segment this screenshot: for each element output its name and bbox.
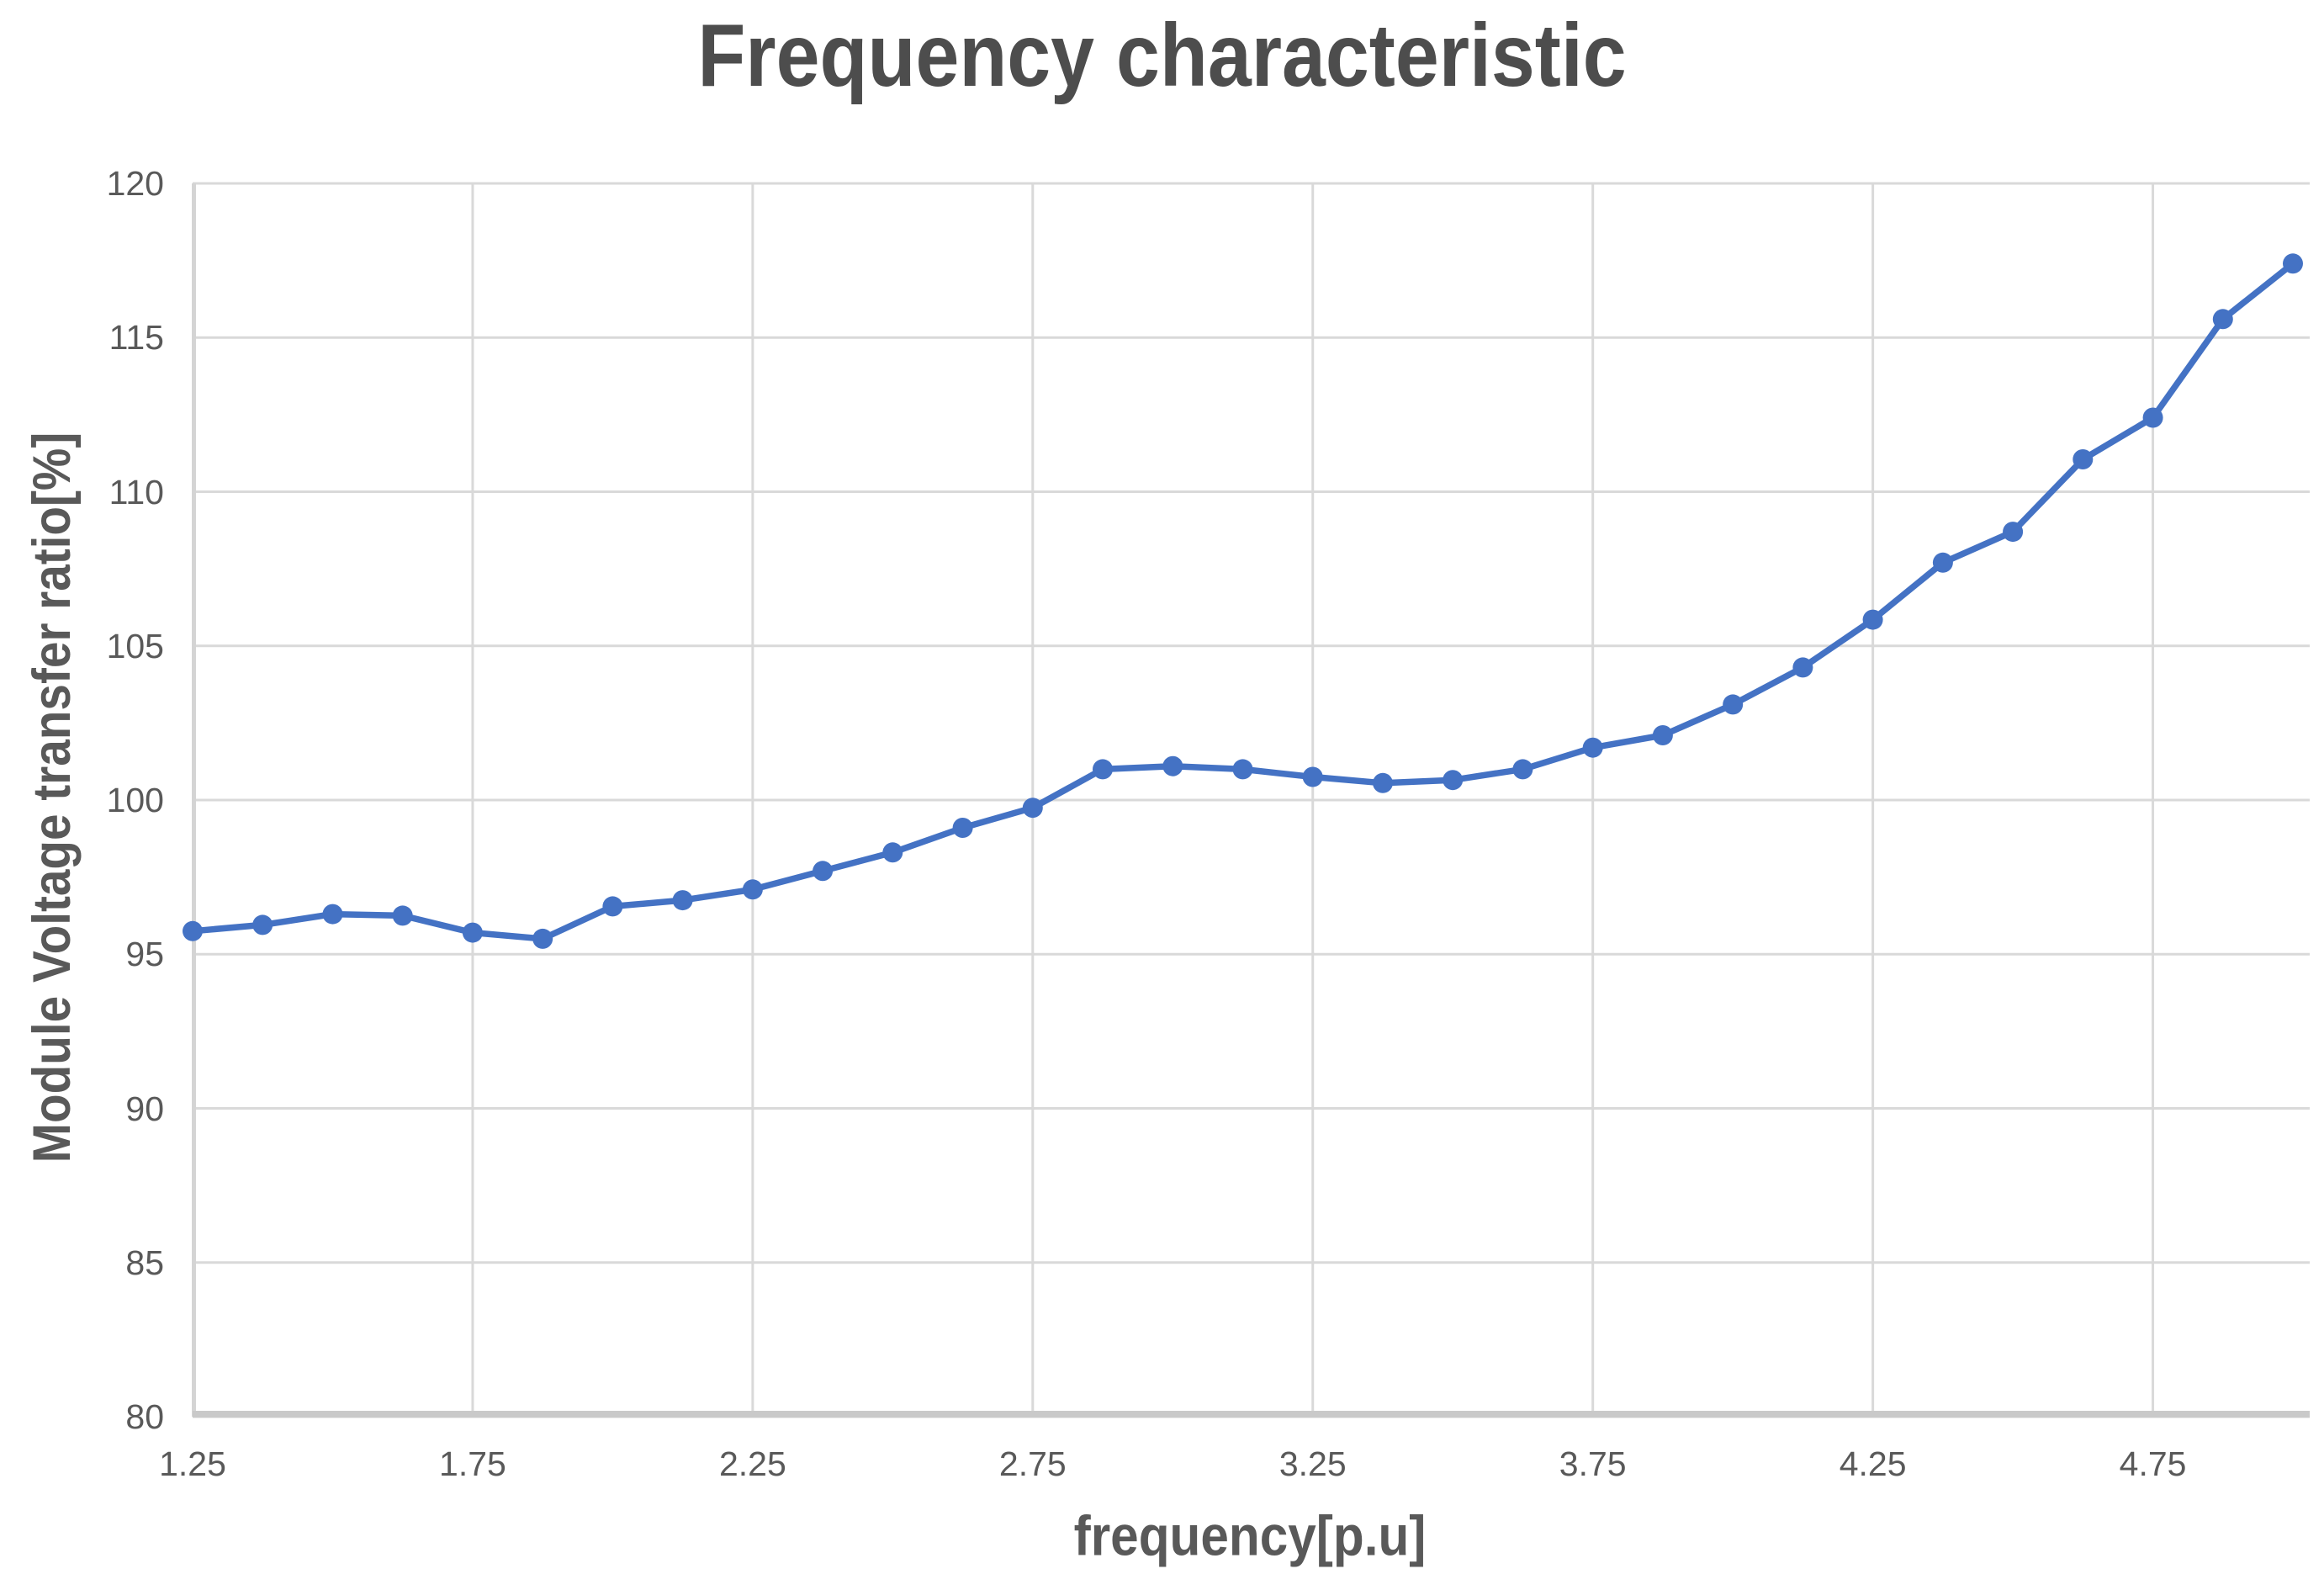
data-point xyxy=(1862,609,1883,630)
y-tick-label: 90 xyxy=(125,1089,164,1128)
data-point xyxy=(602,896,623,917)
data-point xyxy=(1443,770,1464,791)
data-point xyxy=(1792,657,1813,678)
data-point xyxy=(1652,725,1673,745)
y-tick-label: 95 xyxy=(125,935,164,974)
y-tick-label: 80 xyxy=(125,1397,164,1436)
data-point xyxy=(1932,552,1953,573)
x-tick-label: 2.25 xyxy=(718,1444,786,1483)
data-point xyxy=(2283,253,2303,274)
data-point xyxy=(392,905,413,926)
x-tick-label: 4.25 xyxy=(1839,1444,1907,1483)
y-tick-label: 105 xyxy=(106,626,164,665)
data-point xyxy=(813,861,834,882)
data-point xyxy=(252,914,273,935)
data-point xyxy=(1582,737,1603,758)
data-point xyxy=(2142,407,2163,428)
y-tick-label: 85 xyxy=(125,1243,164,1282)
data-point xyxy=(183,920,203,941)
x-tick-label: 1.25 xyxy=(159,1444,226,1483)
data-point xyxy=(1723,694,1744,715)
data-point xyxy=(462,922,483,943)
data-point xyxy=(532,928,553,949)
data-point xyxy=(1512,759,1533,780)
x-tick-label: 4.75 xyxy=(2119,1444,2187,1483)
x-tick-label: 1.75 xyxy=(439,1444,506,1483)
x-tick-label: 3.25 xyxy=(1278,1444,1347,1483)
y-tick-label: 120 xyxy=(106,164,164,203)
x-axis-title: frequency[p.u] xyxy=(1073,1504,1427,1568)
data-point xyxy=(1022,798,1043,819)
data-line xyxy=(189,260,2296,942)
chart-title: Frequency characteristic xyxy=(697,6,1627,105)
data-point xyxy=(1232,759,1253,780)
data-point xyxy=(2003,522,2024,543)
data-point xyxy=(1373,772,1393,793)
x-tick-label: 2.75 xyxy=(998,1444,1067,1483)
data-point xyxy=(2212,309,2233,330)
y-tick-label: 100 xyxy=(106,781,164,819)
x-tick-label: 3.75 xyxy=(1559,1444,1627,1483)
y-tick-label: 115 xyxy=(109,318,164,358)
plot-area xyxy=(183,182,2310,1418)
data-point xyxy=(742,879,763,900)
data-point xyxy=(882,842,903,863)
y-tick-label: 110 xyxy=(109,472,164,511)
data-point xyxy=(672,890,693,911)
data-point xyxy=(2073,449,2094,469)
data-point xyxy=(322,904,343,925)
data-point xyxy=(952,818,973,838)
data-point xyxy=(1302,766,1323,787)
data-point xyxy=(1093,759,1113,780)
data-point xyxy=(1162,755,1183,776)
